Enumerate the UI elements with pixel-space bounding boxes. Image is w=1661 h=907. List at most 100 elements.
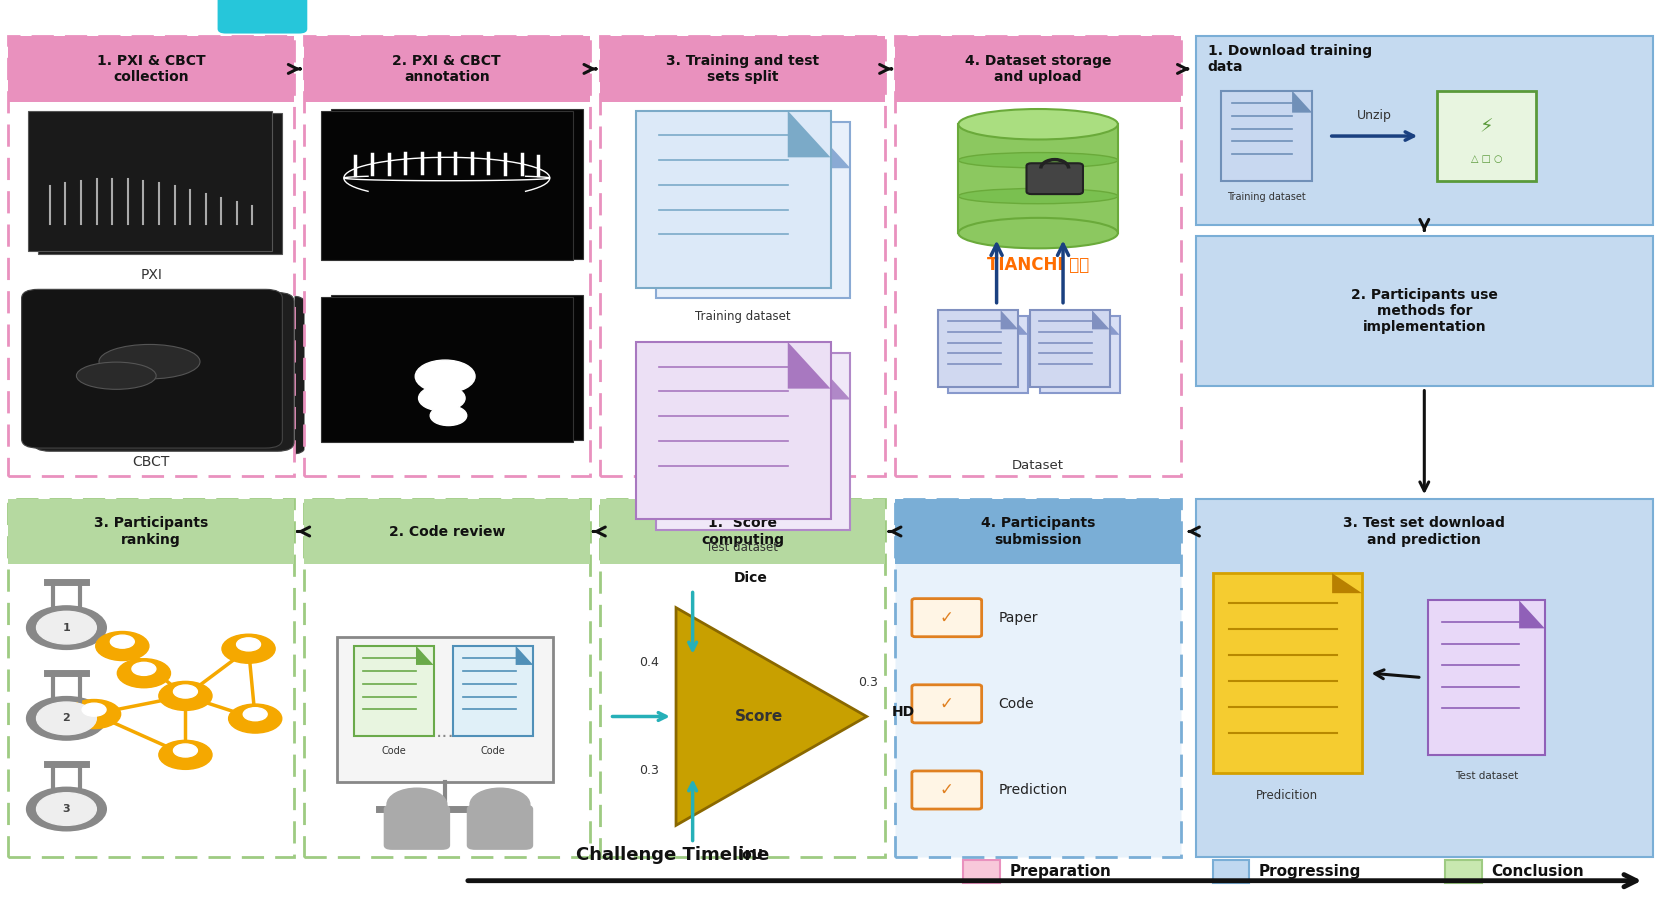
Text: 3. Training and test
sets split: 3. Training and test sets split <box>666 54 819 84</box>
Polygon shape <box>1520 600 1545 629</box>
Text: 4. Dataset storage
and upload: 4. Dataset storage and upload <box>965 54 1111 84</box>
Polygon shape <box>1292 91 1312 112</box>
Text: Paper: Paper <box>998 610 1038 625</box>
Polygon shape <box>1010 316 1028 335</box>
Text: Predicition: Predicition <box>1256 789 1319 802</box>
FancyBboxPatch shape <box>600 499 885 857</box>
Polygon shape <box>787 111 830 157</box>
Text: Dice: Dice <box>734 571 767 585</box>
FancyBboxPatch shape <box>1196 237 1653 385</box>
Text: Test dataset: Test dataset <box>706 541 779 554</box>
FancyBboxPatch shape <box>304 499 590 857</box>
Text: ✓: ✓ <box>940 609 953 627</box>
Text: Code: Code <box>382 746 405 756</box>
FancyBboxPatch shape <box>8 36 294 476</box>
Polygon shape <box>787 342 830 388</box>
FancyBboxPatch shape <box>1221 91 1312 181</box>
Text: 0.3: 0.3 <box>859 677 879 689</box>
Text: 3. Test set download
and prediction: 3. Test set download and prediction <box>1344 516 1505 547</box>
Text: TIANCHI 天池: TIANCHI 天池 <box>987 256 1090 274</box>
Text: ⚡: ⚡ <box>1480 118 1493 136</box>
FancyBboxPatch shape <box>1445 860 1482 883</box>
FancyBboxPatch shape <box>1196 36 1653 226</box>
Text: Training dataset: Training dataset <box>1227 192 1306 202</box>
Circle shape <box>131 662 156 676</box>
FancyBboxPatch shape <box>38 113 282 254</box>
Ellipse shape <box>100 345 199 379</box>
FancyBboxPatch shape <box>331 295 583 440</box>
FancyBboxPatch shape <box>895 36 1181 102</box>
Polygon shape <box>1000 310 1018 329</box>
FancyBboxPatch shape <box>1437 91 1536 181</box>
Circle shape <box>81 703 106 717</box>
FancyBboxPatch shape <box>8 499 294 857</box>
Text: 2. PXI & CBCT
annotation: 2. PXI & CBCT annotation <box>392 54 502 84</box>
Circle shape <box>27 697 106 740</box>
Text: 3: 3 <box>63 804 70 814</box>
FancyBboxPatch shape <box>895 499 1181 857</box>
Circle shape <box>173 744 198 757</box>
Circle shape <box>430 405 467 425</box>
FancyBboxPatch shape <box>218 0 307 34</box>
Circle shape <box>37 793 96 825</box>
Text: Code: Code <box>482 746 505 756</box>
Text: PXI: PXI <box>140 268 163 281</box>
Polygon shape <box>807 353 850 399</box>
FancyBboxPatch shape <box>8 36 294 102</box>
FancyBboxPatch shape <box>45 296 306 454</box>
Circle shape <box>159 740 213 769</box>
Text: IoU: IoU <box>737 848 764 862</box>
Polygon shape <box>1101 316 1120 335</box>
Text: Progressing: Progressing <box>1259 864 1362 879</box>
FancyBboxPatch shape <box>912 685 982 723</box>
FancyBboxPatch shape <box>600 499 885 564</box>
FancyBboxPatch shape <box>895 36 1181 476</box>
FancyBboxPatch shape <box>8 499 294 564</box>
FancyBboxPatch shape <box>1030 310 1110 387</box>
Circle shape <box>387 788 447 821</box>
Circle shape <box>173 685 198 698</box>
FancyBboxPatch shape <box>656 122 850 298</box>
Text: 1. PXI & CBCT
collection: 1. PXI & CBCT collection <box>96 54 206 84</box>
FancyBboxPatch shape <box>656 353 850 530</box>
Text: 2. Participants use
methods for
implementation: 2. Participants use methods for implemen… <box>1350 288 1498 335</box>
FancyBboxPatch shape <box>321 297 573 442</box>
Text: Conclusion: Conclusion <box>1492 864 1585 879</box>
FancyBboxPatch shape <box>938 310 1018 387</box>
FancyBboxPatch shape <box>354 646 434 736</box>
Circle shape <box>236 638 261 651</box>
FancyBboxPatch shape <box>1026 163 1083 194</box>
Circle shape <box>243 707 267 721</box>
Text: Prediction: Prediction <box>998 783 1068 797</box>
Text: △ □ ○: △ □ ○ <box>1472 153 1502 164</box>
Circle shape <box>419 385 465 411</box>
Polygon shape <box>515 646 533 665</box>
Ellipse shape <box>958 109 1118 140</box>
Ellipse shape <box>958 152 1118 168</box>
Polygon shape <box>415 646 434 665</box>
Text: 4. Participants
submission: 4. Participants submission <box>982 516 1095 547</box>
FancyBboxPatch shape <box>22 289 282 448</box>
FancyBboxPatch shape <box>963 860 1000 883</box>
Text: Dataset: Dataset <box>1012 459 1065 472</box>
FancyBboxPatch shape <box>304 36 590 476</box>
Text: Code: Code <box>998 697 1033 711</box>
Text: 1. Download training
data: 1. Download training data <box>1208 44 1372 73</box>
Circle shape <box>226 0 299 9</box>
FancyBboxPatch shape <box>33 292 294 452</box>
Text: Unzip: Unzip <box>1357 110 1392 122</box>
Text: 3. Participants
ranking: 3. Participants ranking <box>95 516 208 547</box>
Circle shape <box>229 704 282 733</box>
FancyBboxPatch shape <box>384 805 450 850</box>
Ellipse shape <box>76 362 156 389</box>
Polygon shape <box>1091 310 1110 329</box>
Text: ✓: ✓ <box>940 695 953 713</box>
Text: ✓: ✓ <box>940 781 953 799</box>
FancyBboxPatch shape <box>912 599 982 637</box>
Circle shape <box>37 702 96 735</box>
FancyBboxPatch shape <box>1040 316 1120 393</box>
FancyBboxPatch shape <box>636 111 830 288</box>
FancyBboxPatch shape <box>1428 600 1545 755</box>
Circle shape <box>118 658 171 688</box>
Circle shape <box>37 611 96 644</box>
